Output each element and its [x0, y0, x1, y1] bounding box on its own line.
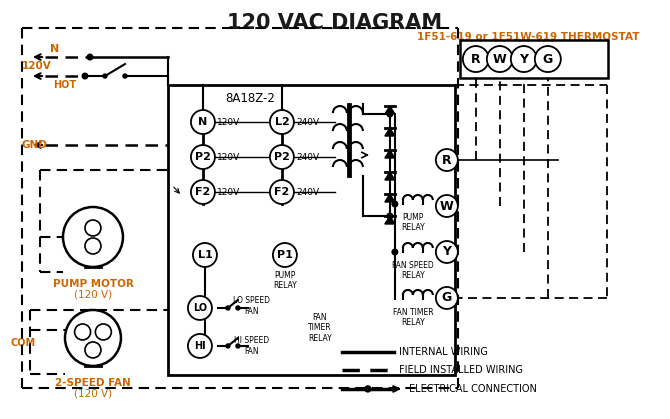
- Text: FAN SPEED
RELAY: FAN SPEED RELAY: [392, 261, 433, 280]
- Circle shape: [392, 249, 398, 255]
- Circle shape: [191, 145, 215, 169]
- Circle shape: [487, 46, 513, 72]
- Circle shape: [123, 74, 127, 78]
- Circle shape: [191, 110, 215, 134]
- Text: L2: L2: [275, 117, 289, 127]
- Circle shape: [392, 201, 398, 207]
- Text: W: W: [493, 52, 507, 65]
- Text: INTERNAL WIRING: INTERNAL WIRING: [399, 347, 488, 357]
- Text: F2: F2: [274, 187, 289, 197]
- Text: 240V: 240V: [296, 153, 319, 161]
- Circle shape: [193, 243, 217, 267]
- Circle shape: [387, 213, 393, 219]
- Text: Y: Y: [442, 246, 452, 259]
- Text: R: R: [442, 153, 452, 166]
- Circle shape: [188, 296, 212, 320]
- Text: COM: COM: [11, 338, 36, 348]
- Circle shape: [74, 324, 90, 340]
- Text: 120V: 120V: [217, 118, 240, 127]
- Bar: [168, 85, 455, 375]
- Text: FAN TIMER
RELAY: FAN TIMER RELAY: [393, 308, 433, 327]
- Text: P2: P2: [274, 152, 290, 162]
- Circle shape: [436, 287, 458, 309]
- Text: 120 VAC DIAGRAM: 120 VAC DIAGRAM: [227, 13, 442, 33]
- Text: HI: HI: [101, 321, 111, 329]
- Circle shape: [270, 145, 294, 169]
- Polygon shape: [385, 172, 395, 180]
- Circle shape: [95, 324, 111, 340]
- Text: PUMP
RELAY: PUMP RELAY: [401, 213, 425, 233]
- Text: HI SPEED
FAN: HI SPEED FAN: [234, 336, 269, 356]
- Circle shape: [85, 220, 101, 236]
- Text: PUMP MOTOR: PUMP MOTOR: [52, 279, 133, 289]
- Circle shape: [436, 195, 458, 217]
- Text: W: W: [440, 199, 454, 212]
- Text: 240V: 240V: [296, 118, 319, 127]
- Circle shape: [436, 241, 458, 263]
- Circle shape: [270, 110, 294, 134]
- Text: N: N: [50, 44, 60, 54]
- Text: F2: F2: [195, 187, 210, 197]
- Text: HOT: HOT: [54, 80, 76, 90]
- Circle shape: [85, 238, 101, 254]
- Text: Y: Y: [519, 52, 529, 65]
- Circle shape: [436, 149, 458, 171]
- Circle shape: [85, 342, 101, 358]
- Polygon shape: [385, 194, 395, 202]
- Text: FAN
TIMER
RELAY: FAN TIMER RELAY: [308, 313, 332, 343]
- Text: G: G: [442, 292, 452, 305]
- Text: LO SPEED
FAN: LO SPEED FAN: [233, 296, 271, 316]
- Polygon shape: [385, 128, 395, 136]
- Text: 8A18Z-2: 8A18Z-2: [225, 92, 275, 105]
- Circle shape: [226, 344, 230, 348]
- Text: FIELD INSTALLED WIRING: FIELD INSTALLED WIRING: [399, 365, 523, 375]
- Text: 120V: 120V: [22, 61, 52, 71]
- Circle shape: [82, 73, 88, 79]
- Text: HI: HI: [194, 341, 206, 351]
- Circle shape: [273, 243, 297, 267]
- Text: P2: P2: [195, 152, 211, 162]
- Text: R: R: [471, 52, 480, 65]
- Circle shape: [191, 180, 215, 204]
- Text: 240V: 240V: [296, 188, 319, 197]
- Circle shape: [236, 344, 240, 348]
- Circle shape: [236, 306, 240, 310]
- Text: 120V: 120V: [217, 153, 240, 161]
- Polygon shape: [385, 150, 395, 158]
- Circle shape: [535, 46, 561, 72]
- Text: PUMP
RELAY: PUMP RELAY: [273, 271, 297, 290]
- Circle shape: [188, 334, 212, 358]
- Circle shape: [387, 111, 393, 117]
- Circle shape: [65, 310, 121, 366]
- Text: 120V: 120V: [217, 188, 240, 197]
- Text: (120 V): (120 V): [74, 389, 112, 399]
- Circle shape: [463, 46, 489, 72]
- Circle shape: [103, 74, 107, 78]
- Circle shape: [87, 54, 92, 60]
- Polygon shape: [385, 106, 395, 114]
- Circle shape: [226, 306, 230, 310]
- Text: GND: GND: [22, 140, 48, 150]
- Text: 2-SPEED FAN: 2-SPEED FAN: [55, 378, 131, 388]
- Text: 1F51-619 or 1F51W-619 THERMOSTAT: 1F51-619 or 1F51W-619 THERMOSTAT: [417, 32, 639, 42]
- Text: P1: P1: [277, 250, 293, 260]
- Text: ELECTRICAL CONNECTION: ELECTRICAL CONNECTION: [409, 384, 537, 394]
- Circle shape: [365, 386, 371, 392]
- Text: (120 V): (120 V): [74, 290, 112, 300]
- Circle shape: [270, 180, 294, 204]
- Text: LO: LO: [70, 331, 82, 341]
- Circle shape: [511, 46, 537, 72]
- Text: G: G: [543, 52, 553, 65]
- Circle shape: [63, 207, 123, 267]
- Polygon shape: [385, 216, 395, 224]
- Text: L1: L1: [198, 250, 212, 260]
- Text: N: N: [198, 117, 208, 127]
- Text: LO: LO: [193, 303, 207, 313]
